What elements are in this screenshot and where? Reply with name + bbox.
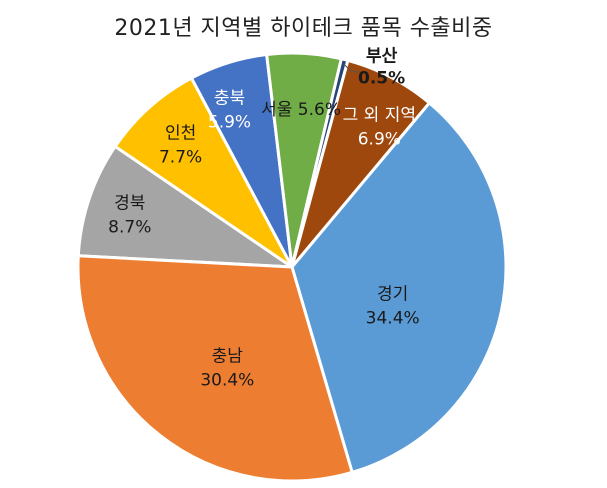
slice-label-부산: 부산 bbox=[366, 47, 398, 67]
leader-line-부산 bbox=[343, 63, 360, 73]
slice-label-인천: 인천 bbox=[165, 124, 196, 144]
slice-value-부산: 0.5% bbox=[358, 69, 405, 89]
pie-slice-인천 bbox=[113, 76, 294, 269]
pie-slice-충남 bbox=[76, 254, 354, 483]
slice-value-경기: 34.4% bbox=[366, 308, 420, 328]
slice-value-충북: 5.9% bbox=[208, 113, 251, 133]
slice-label-충북: 충북 bbox=[214, 89, 245, 109]
pie-slice-경기 bbox=[290, 101, 508, 474]
slice-label-경기: 경기 bbox=[377, 284, 408, 304]
slice-value-인천: 7.7% bbox=[159, 148, 202, 168]
slice-label-충남: 충남 bbox=[212, 346, 244, 366]
slice-label-서울: 서울 5.6% bbox=[261, 100, 341, 120]
pie-labels: 경북 8.7% 인천 7.7% 충북 5.9% 서울 5.6% 부산0.5% 그 외 지역 6.9… bbox=[108, 47, 419, 391]
slice-value-그-외-지역: 6.9% bbox=[358, 130, 401, 150]
chart-title: 2021년 지역별 하이테크 품목 수출비중 bbox=[114, 16, 493, 41]
slice-label-경북: 경북 bbox=[114, 193, 145, 213]
pie-slices bbox=[76, 51, 508, 483]
slice-value-충남: 30.4% bbox=[200, 370, 254, 390]
slice-value-경북: 8.7% bbox=[108, 217, 151, 237]
slice-label-그-외-지역: 그 외 지역 bbox=[343, 106, 416, 126]
pie-slice-경북 bbox=[76, 144, 294, 269]
